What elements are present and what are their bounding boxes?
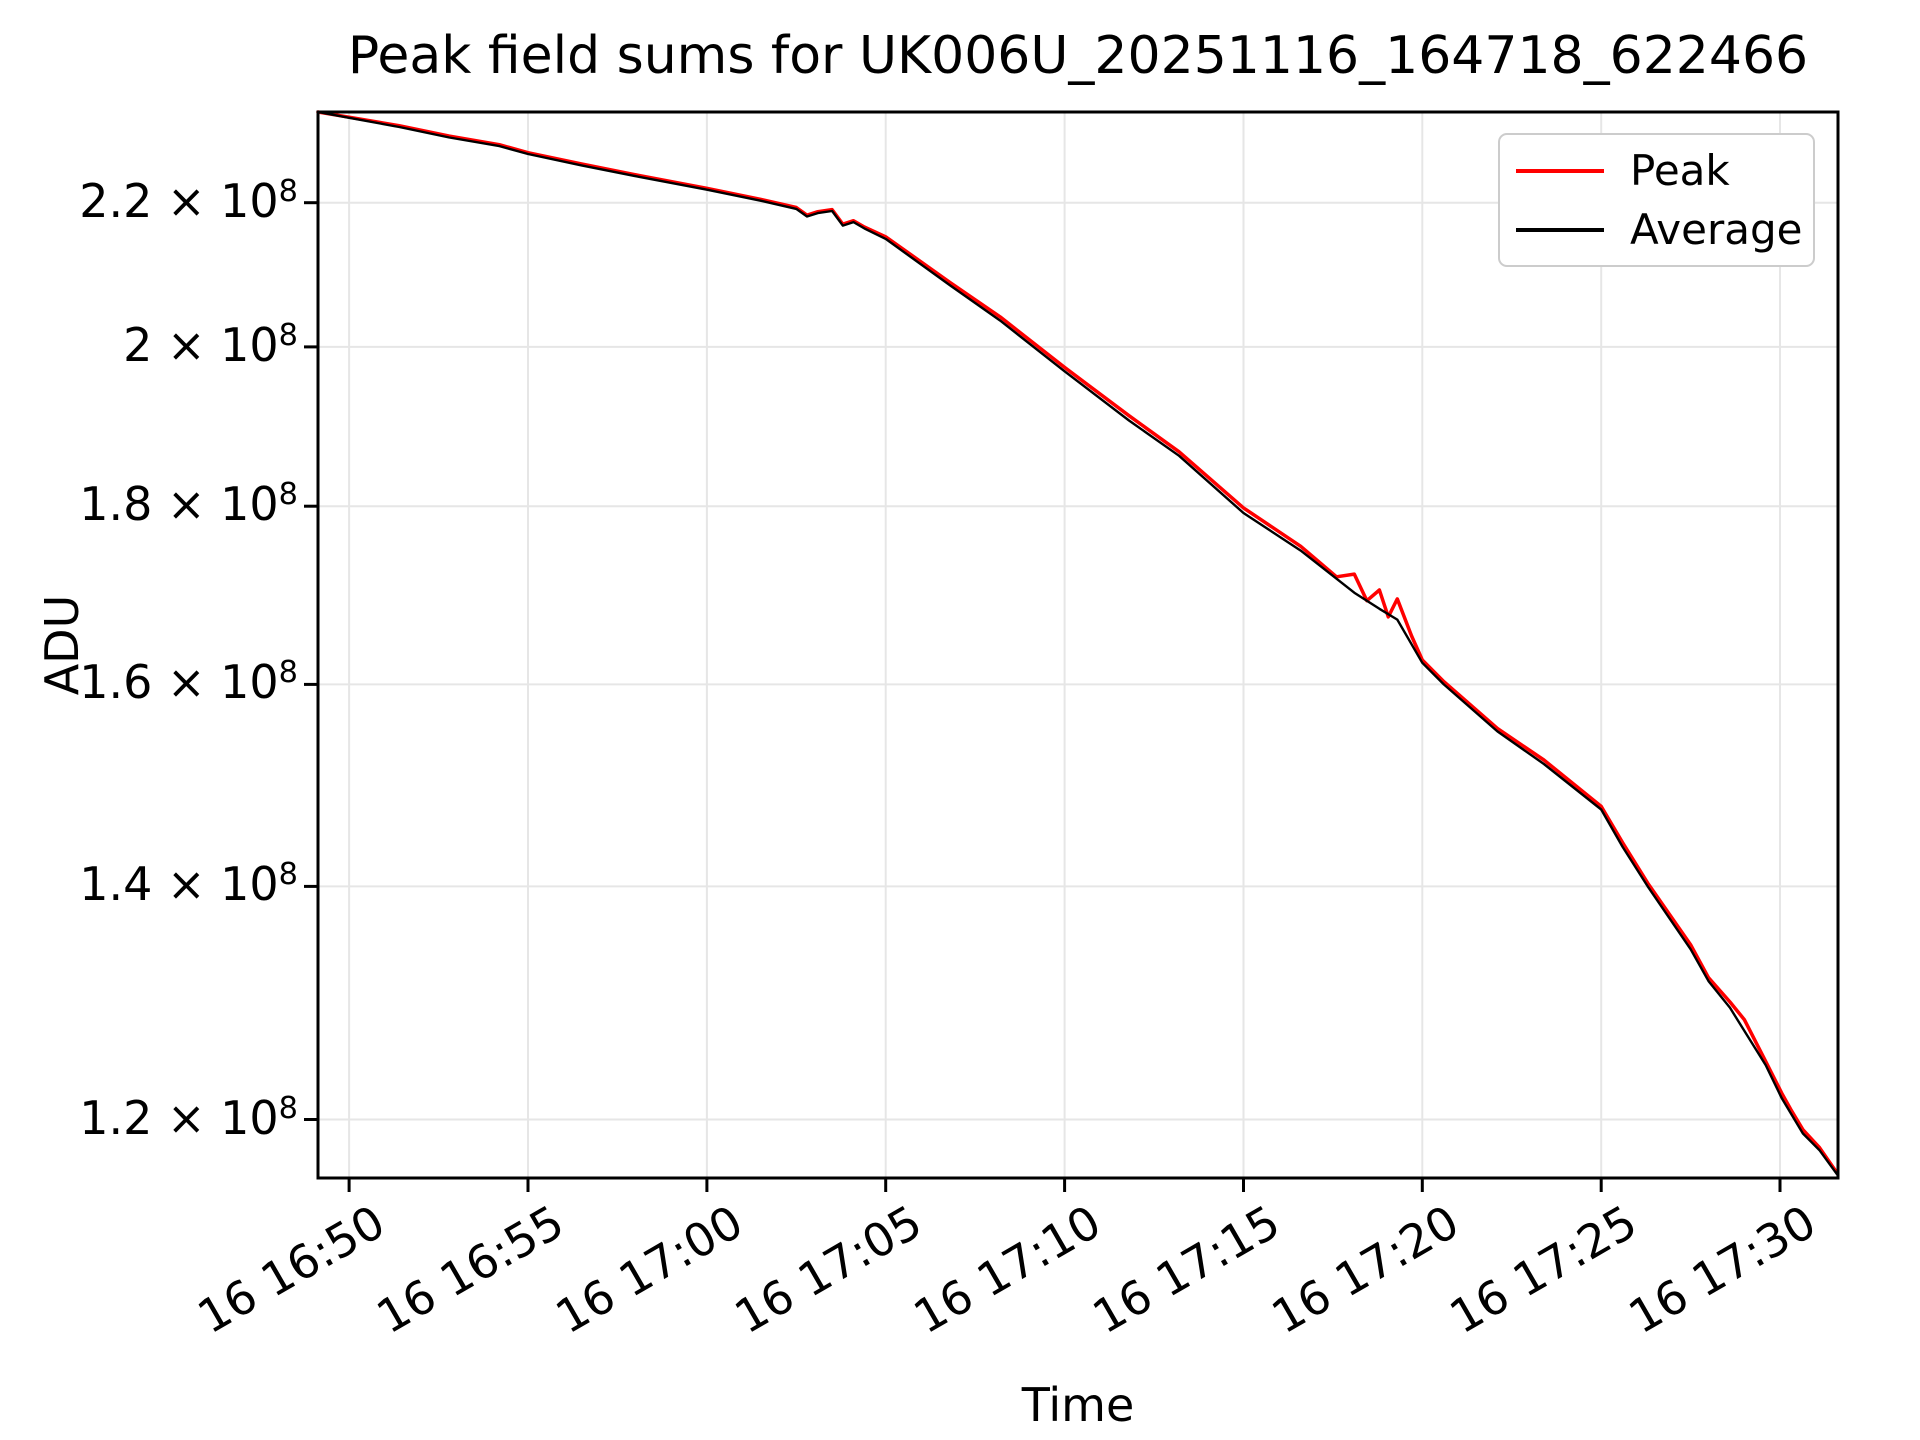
legend-label-average: Average: [1630, 204, 1803, 254]
average-series-line: [316, 110, 1839, 1176]
chart-title: Peak field sums for UK006U_20251116_1647…: [347, 26, 1809, 86]
legend-item-average: Average: [1500, 204, 1813, 254]
y-tick-label: 2.2 × 108: [79, 173, 298, 228]
average-line-swatch: [1516, 227, 1604, 232]
y-tick-label: 2 × 108: [123, 317, 298, 373]
tick-marks: [304, 201, 1782, 1192]
y-tick-label: 1.6 × 108: [79, 655, 298, 710]
grid-lines: [318, 112, 1838, 1178]
y-tick-label: 1.4 × 108: [79, 857, 298, 912]
y-tick-label: 1.2 × 108: [79, 1090, 298, 1145]
legend-item-peak: Peak: [1500, 145, 1813, 195]
legend: Peak Average: [1498, 133, 1815, 267]
peak-series-line: [316, 110, 1840, 1176]
legend-label-peak: Peak: [1630, 145, 1730, 195]
axis-spines: [316, 110, 1840, 1180]
peak-line-swatch: [1516, 168, 1604, 173]
y-tick-label: 1.8 × 108: [79, 477, 298, 532]
x-axis-label: Time: [1021, 1378, 1135, 1432]
